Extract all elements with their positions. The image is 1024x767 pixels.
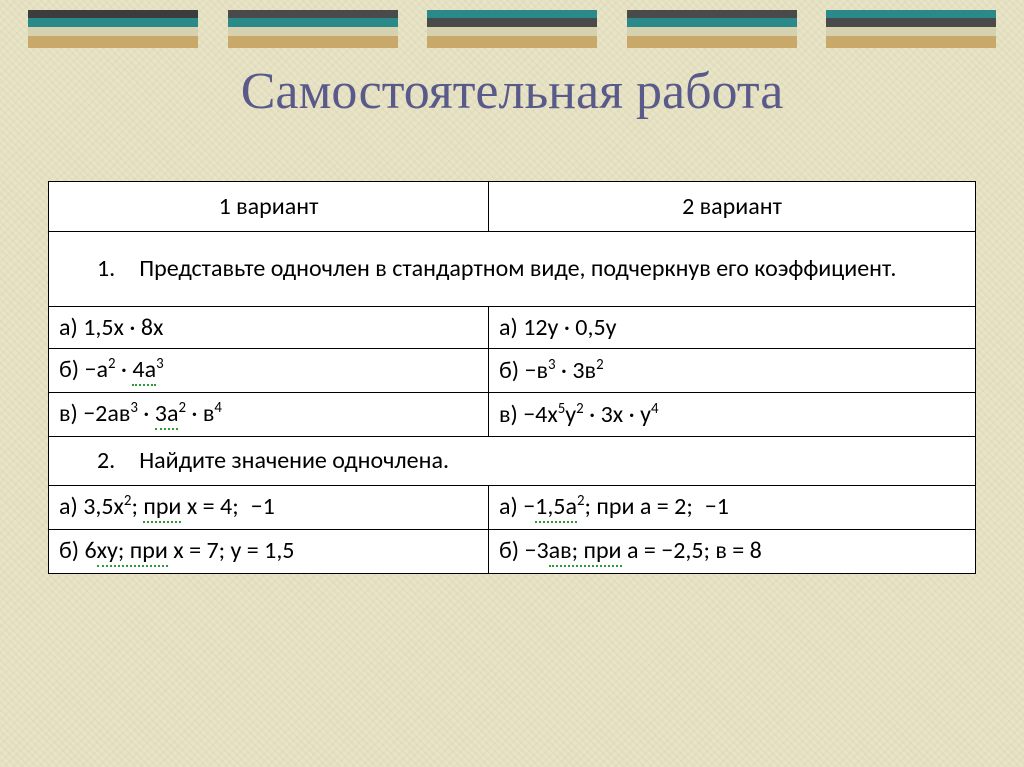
cell-variant-2: в) −4x5y2 · 3x · y4 [489,392,976,436]
decorative-top-bars [0,10,1024,48]
table-row: б) −a2 · 4a3б) −в3 · 3в2 [49,348,976,392]
table-header-row: 1 вариант 2 вариант [49,182,976,232]
table-row: а) 1,5x · 8xа) 12y · 0,5y [49,306,976,348]
cell-variant-1: б) −a2 · 4a3 [49,348,489,392]
cell-variant-1: а) 1,5x · 8x [49,306,489,348]
cell-variant-1: в) −2ав3 · 3a2 · в4 [49,392,489,436]
decorative-bar [228,10,398,48]
header-variant-1: 1 вариант [49,182,489,232]
decorative-bar [627,10,797,48]
decorative-bar [826,10,996,48]
cell-variant-2: б) −3ав; при a = −2,5; в = 8 [489,530,976,574]
table-row: а) 3,5x2; при x = 4; −1а) −1,5a2; при a … [49,486,976,530]
worksheet-table-container: 1 вариант 2 вариант 1. Представьте одноч… [48,181,976,574]
header-variant-2: 2 вариант [489,182,976,232]
cell-variant-2: а) −1,5a2; при a = 2; −1 [489,486,976,530]
cell-variant-2: б) −в3 · 3в2 [489,348,976,392]
cell-variant-1: б) 6xy; при x = 7; y = 1,5 [49,530,489,574]
table-row: в) −2ав3 · 3a2 · в4в) −4x5y2 · 3x · y4 [49,392,976,436]
task-2-text: 2. Найдите значение одночлена. [49,436,976,486]
decorative-bar [28,10,198,48]
task-1-text: 1. Представьте одночлен в стандартном ви… [49,232,976,307]
task-1-row: 1. Представьте одночлен в стандартном ви… [49,232,976,307]
worksheet-table: 1 вариант 2 вариант 1. Представьте одноч… [48,181,976,574]
table-row: б) 6xy; при x = 7; y = 1,5б) −3ав; при a… [49,530,976,574]
cell-variant-2: а) 12y · 0,5y [489,306,976,348]
task-2-row: 2. Найдите значение одночлена. [49,436,976,486]
cell-variant-1: а) 3,5x2; при x = 4; −1 [49,486,489,530]
decorative-bar [427,10,597,48]
